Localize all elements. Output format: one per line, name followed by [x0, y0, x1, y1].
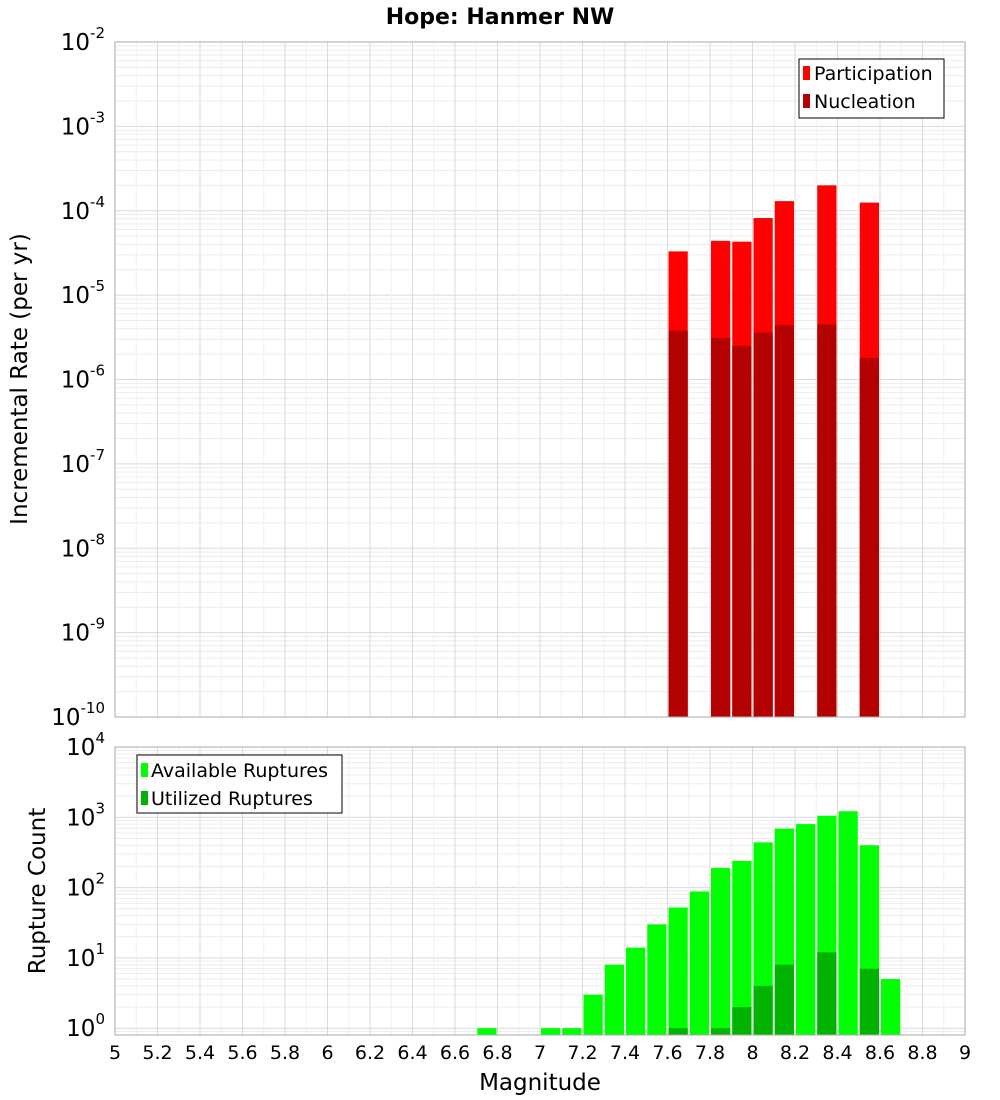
legend-swatch-participation — [803, 66, 810, 80]
x-tick-label: 8.6 — [865, 1042, 895, 1064]
y-tick-label: 103 — [66, 799, 105, 831]
x-tick-label: 9 — [959, 1042, 971, 1064]
bar-available-ruptures — [881, 979, 901, 1035]
x-tick-label: 7.2 — [567, 1042, 597, 1064]
x-tick-label: 7.8 — [695, 1042, 725, 1064]
bottom-legend-box — [136, 754, 343, 814]
bar-utilized-ruptures — [817, 952, 837, 1035]
x-tick-label: 7.4 — [610, 1042, 640, 1064]
y-tick-label: 10-7 — [61, 446, 105, 478]
bar-utilized-ruptures — [732, 1007, 752, 1035]
bottom-legend: Available Ruptures Utilized Ruptures — [136, 754, 343, 814]
bottom-plot-area — [114, 746, 966, 1036]
bar-nucleation — [732, 345, 752, 717]
bottom-plot-bars — [477, 811, 901, 1035]
bar-available-ruptures — [732, 860, 752, 1035]
y-tick-label: 10-8 — [61, 530, 105, 562]
x-tick-label: 8.8 — [907, 1042, 937, 1064]
x-tick-label: 7 — [534, 1042, 546, 1064]
top-plot-gridlines — [114, 41, 966, 718]
legend-label-nucleation: Nucleation — [814, 91, 916, 113]
top-legend-box — [798, 58, 945, 119]
bar-nucleation — [711, 338, 731, 717]
bar-available-ruptures — [711, 867, 731, 1035]
bar-available-ruptures — [796, 824, 816, 1035]
bar-utilized-ruptures — [753, 985, 773, 1035]
x-tick-labels: 5 5.2 5.4 5.6 5.8 6 6.2 6.4 6.6 6.8 7 7.2 7.4 7.6 7.8 8… — [109, 1042, 971, 1064]
bar-nucleation — [753, 332, 773, 717]
bar-available-ruptures — [668, 907, 688, 1035]
bar-utilized-ruptures — [668, 1028, 688, 1035]
bar-nucleation — [859, 357, 879, 717]
x-tick-label: 6.6 — [440, 1042, 470, 1064]
x-tick-label: 5.2 — [142, 1042, 172, 1064]
bar-utilized-ruptures — [711, 1028, 731, 1035]
top-legend: Participation Nucleation — [798, 58, 945, 119]
bar-utilized-ruptures — [774, 964, 794, 1035]
y-tick-label: 104 — [66, 729, 105, 761]
bar-available-ruptures — [583, 994, 603, 1035]
x-tick-label: 8.2 — [780, 1042, 810, 1064]
x-tick-label: 6 — [321, 1042, 333, 1064]
chart-title: Hope: Hanmer NW — [386, 5, 615, 30]
legend-swatch-nucleation — [803, 94, 810, 108]
x-tick-label: 7.6 — [652, 1042, 682, 1064]
bar-available-ruptures — [626, 947, 646, 1035]
bar-nucleation — [774, 325, 794, 717]
y-tick-label: 10-6 — [61, 362, 105, 394]
x-tick-label: 8.4 — [822, 1042, 852, 1064]
top-plot-area — [114, 41, 966, 718]
top-y-axis-label: Incremental Rate (per yr) — [7, 233, 33, 525]
y-tick-label: 100 — [66, 1010, 105, 1042]
bar-available-ruptures — [838, 811, 858, 1035]
legend-label-participation: Participation — [814, 63, 933, 85]
legend-label-utilized: Utilized Ruptures — [151, 788, 313, 810]
legend-swatch-utilized — [141, 791, 148, 805]
legend-swatch-available — [141, 763, 148, 777]
bar-available-ruptures — [647, 924, 667, 1035]
x-tick-label: 6.8 — [482, 1042, 512, 1064]
bar-available-ruptures — [541, 1028, 561, 1035]
y-tick-label: 10-5 — [61, 277, 105, 309]
legend-label-available: Available Ruptures — [151, 760, 328, 782]
bar-nucleation — [817, 324, 837, 717]
top-y-tick-labels: 10-10 10-9 10-8 10-7 10-6 10-5 10-4 10-3 10-2 — [51, 24, 105, 731]
y-tick-label: 10-2 — [61, 24, 105, 56]
bar-available-ruptures — [477, 1028, 497, 1035]
x-tick-label: 6.2 — [355, 1042, 385, 1064]
bar-nucleation — [668, 330, 688, 717]
y-tick-label: 102 — [66, 870, 105, 902]
bottom-y-axis-label: Rupture Count — [25, 808, 51, 974]
y-tick-label: 101 — [66, 940, 105, 972]
bottom-y-tick-labels: 100 101 102 103 104 — [66, 729, 105, 1042]
y-tick-label: 10-3 — [61, 108, 105, 140]
bar-utilized-ruptures — [859, 968, 879, 1035]
x-tick-label: 5.8 — [270, 1042, 300, 1064]
y-tick-label: 10-9 — [61, 615, 105, 647]
x-tick-label: 5.6 — [227, 1042, 257, 1064]
x-tick-label: 5 — [109, 1042, 121, 1064]
bar-available-ruptures — [604, 964, 624, 1035]
bar-available-ruptures — [689, 891, 709, 1035]
y-tick-label: 10-10 — [51, 699, 105, 731]
top-plot-bars — [668, 185, 879, 718]
x-tick-label: 5.4 — [185, 1042, 215, 1064]
y-tick-label: 10-4 — [61, 193, 105, 225]
x-axis-label: Magnitude — [479, 1070, 601, 1096]
x-tick-label: 6.4 — [397, 1042, 427, 1064]
x-tick-label: 8 — [746, 1042, 758, 1064]
bar-available-ruptures — [562, 1028, 582, 1035]
